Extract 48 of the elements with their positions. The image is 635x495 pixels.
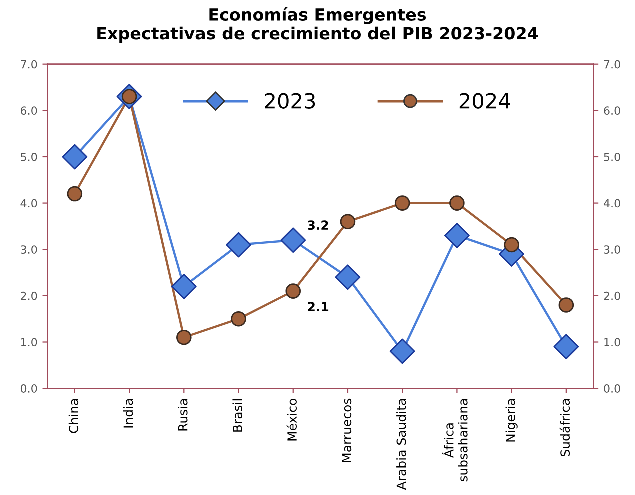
- point: [62, 144, 88, 170]
- point: [394, 196, 410, 211]
- y-tick-label: 6.0: [21, 106, 38, 116]
- point: [450, 196, 465, 211]
- y-tick-label: 3.0: [21, 246, 38, 254]
- point: [504, 237, 520, 253]
- data-label: 3.2: [308, 220, 328, 230]
- y-tick-label: 2.0: [21, 292, 38, 300]
- x-tick-label: México: [286, 398, 297, 441]
- point: [67, 186, 83, 202]
- point: [554, 334, 580, 360]
- x-tick-label: Rusia: [178, 399, 188, 431]
- y-tick-label: 4.0: [20, 199, 38, 208]
- y2-tick-label: 7.0: [604, 60, 620, 69]
- point: [558, 298, 574, 313]
- point: [171, 274, 197, 300]
- y2-tick-label: 3.0: [604, 246, 620, 254]
- y2-tick-label: 1.0: [604, 338, 620, 347]
- y2-tick-label: 2.0: [604, 292, 620, 300]
- point: [340, 214, 356, 230]
- y2-tick-label: 0.0: [604, 384, 620, 393]
- y-tick-label: 7.0: [21, 60, 38, 69]
- x-tick-label: Marruecos: [342, 398, 352, 462]
- x-tick-label: Sudáfrica: [560, 399, 570, 456]
- x-tick-label: África subsahariana: [442, 399, 468, 482]
- data-label: 2.1: [308, 302, 329, 312]
- y-tick-label: 0.0: [20, 384, 38, 393]
- point: [444, 223, 470, 248]
- y2-tick-label: 4.0: [604, 199, 620, 208]
- point: [286, 284, 302, 299]
- point: [226, 232, 252, 258]
- y2-tick-label: 6.0: [604, 106, 620, 116]
- point: [231, 311, 246, 327]
- y2-tick-label: 5.0: [604, 152, 620, 162]
- y-tick-label: 5.0: [21, 152, 38, 162]
- x-tick-label: India: [123, 399, 134, 428]
- x-tick-label: Brasil: [232, 399, 242, 432]
- legend-label: 2023: [265, 93, 316, 109]
- x-tick-label: China: [68, 399, 79, 434]
- point: [335, 264, 361, 290]
- chart-title: Economías Emergentes Expectativas de crecimiento del PIB 2023-2024: [98, 7, 538, 44]
- x-tick-label: Nigeria: [506, 399, 518, 442]
- x-tick-label: Arabia Saudita: [396, 399, 406, 490]
- legend-label: 2024: [460, 93, 510, 109]
- y-tick-label: 1.0: [21, 338, 38, 347]
- point: [390, 338, 416, 364]
- point: [280, 228, 306, 254]
- point: [176, 330, 192, 346]
